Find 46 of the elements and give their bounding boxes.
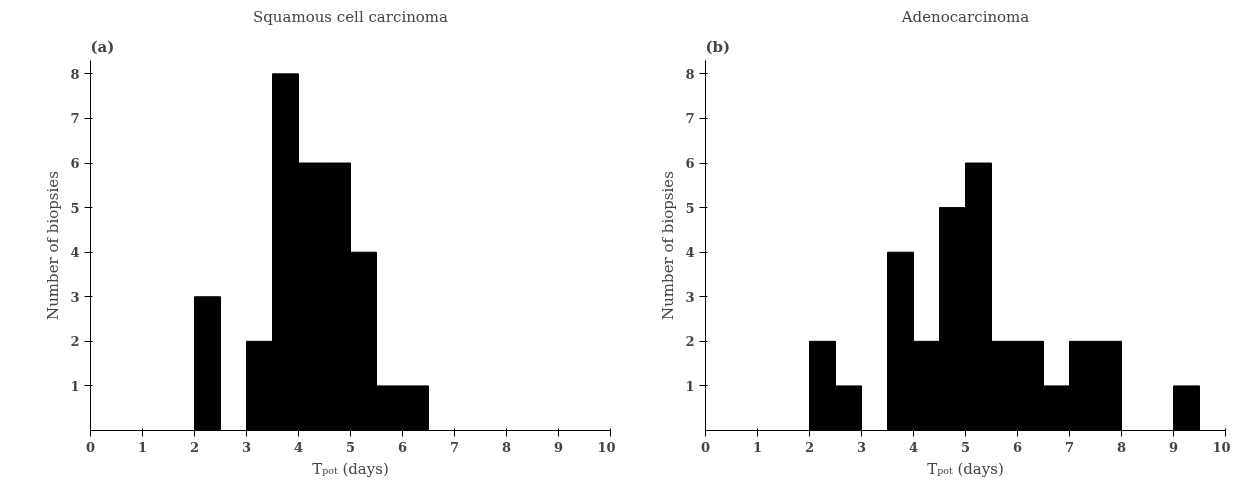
y-tick-label: 8 xyxy=(70,66,80,82)
y-tick-label: 3 xyxy=(685,289,695,305)
chart-title: Squamous cell carcinoma xyxy=(252,7,449,26)
x-tick-label: 9 xyxy=(1168,439,1179,455)
x-tick-label: 5 xyxy=(960,439,971,455)
y-tick-label: 6 xyxy=(685,156,695,172)
x-axis-title: Tₚₒₜ (days) xyxy=(927,459,1004,478)
x-tick-label: 10 xyxy=(597,439,616,455)
y-tick-label: 4 xyxy=(685,245,695,261)
x-tick-label: 7 xyxy=(1064,439,1075,455)
y-tick-label: 8 xyxy=(685,66,695,82)
y-tick-label: 1 xyxy=(70,378,80,394)
x-tick-label: 3 xyxy=(856,439,867,455)
y-tick-label: 5 xyxy=(70,200,80,216)
x-tick-label: 10 xyxy=(1212,439,1231,455)
y-tick-label: 6 xyxy=(70,156,80,172)
x-tick-label: 6 xyxy=(1012,439,1023,455)
x-axis-title: Tₚₒₜ (days) xyxy=(312,459,389,478)
x-tick-label: 1 xyxy=(137,439,148,455)
x-tick-label: 4 xyxy=(908,439,919,455)
text: (b) xyxy=(705,37,731,56)
y-tick-label: 5 xyxy=(685,200,695,216)
x-tick-label: 8 xyxy=(1116,439,1127,455)
x-tick-label: 7 xyxy=(449,439,460,455)
x-tick-label: 6 xyxy=(397,439,408,455)
y-tick-label: 3 xyxy=(70,289,80,305)
y-tick-label: 7 xyxy=(70,111,80,127)
y-tick-label: 2 xyxy=(70,334,80,350)
x-tick-label: 2 xyxy=(189,439,200,455)
x-tick-label: 3 xyxy=(241,439,252,455)
x-tick-label: 5 xyxy=(345,439,356,455)
x-tick-label: 4 xyxy=(293,439,304,455)
x-tick-label: 9 xyxy=(553,439,564,455)
x-tick-label: 0 xyxy=(700,439,711,455)
x-tick-label: 8 xyxy=(501,439,512,455)
chart-title: Adenocarcinoma xyxy=(900,7,1030,26)
x-tick-label: 0 xyxy=(85,439,96,455)
y-tick-label: 4 xyxy=(70,245,80,261)
x-tick-label: 1 xyxy=(752,439,763,455)
y-axis-title: Number of biopsies xyxy=(659,171,678,320)
y-axis-title: Number of biopsies xyxy=(44,171,63,320)
y-tick-label: 1 xyxy=(685,378,695,394)
y-tick-label: 7 xyxy=(685,111,695,127)
y-tick-label: 2 xyxy=(685,334,695,350)
text: (a) xyxy=(90,37,115,56)
x-tick-label: 2 xyxy=(804,439,815,455)
